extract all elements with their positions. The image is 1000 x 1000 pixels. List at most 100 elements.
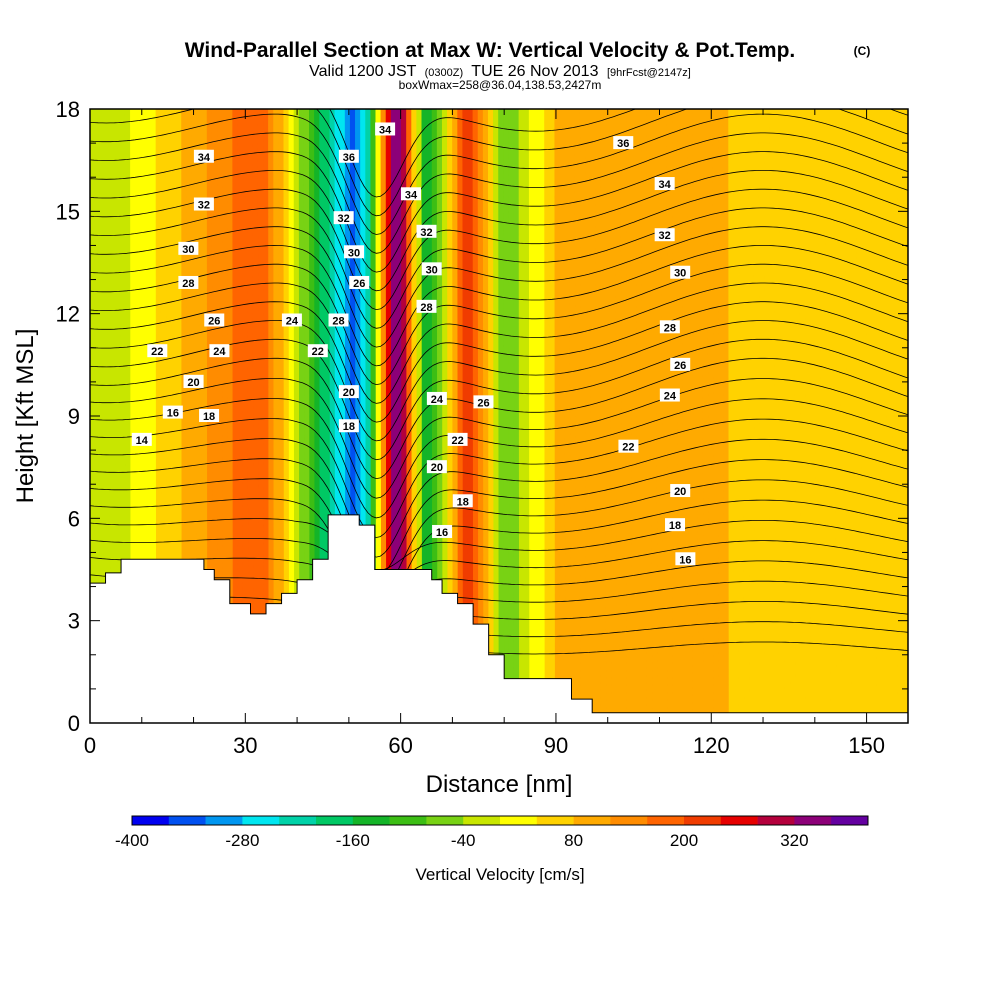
theta-contour-label-text: 34 bbox=[198, 152, 211, 164]
theta-contour-label: 24 bbox=[426, 391, 447, 406]
w-band bbox=[697, 109, 704, 723]
w-band bbox=[774, 109, 781, 723]
theta-contour-label: 18 bbox=[199, 409, 220, 423]
theta-contour-label: 20 bbox=[670, 484, 691, 498]
theta-contour-label: 20 bbox=[338, 385, 359, 399]
w-band bbox=[441, 109, 449, 723]
theta-contour-label: 30 bbox=[344, 245, 365, 259]
theta-contour-label-text: 22 bbox=[451, 435, 463, 447]
theta-contour-label-text: 36 bbox=[343, 152, 355, 164]
theta-contour-label: 28 bbox=[659, 320, 680, 334]
w-band bbox=[743, 109, 750, 723]
w-band bbox=[518, 109, 525, 723]
theta-contour-label: 22 bbox=[147, 344, 168, 358]
theta-contour bbox=[90, 132, 908, 254]
theta-contour-label: 16 bbox=[432, 524, 453, 539]
colorbar-tick-label: 320 bbox=[780, 831, 808, 850]
w-band bbox=[252, 109, 260, 723]
theta-contour bbox=[90, 478, 908, 597]
w-band bbox=[247, 109, 254, 723]
y-tick-label: 6 bbox=[68, 506, 80, 531]
w-band bbox=[268, 109, 275, 723]
theta-contour-label: 14 bbox=[131, 432, 152, 447]
w-band bbox=[605, 109, 612, 723]
w-band bbox=[452, 109, 459, 723]
w-band bbox=[467, 109, 474, 723]
w-band bbox=[825, 109, 832, 723]
w-band bbox=[559, 109, 566, 723]
theta-contour-label: 32 bbox=[654, 228, 675, 242]
theta-contour-label: 22 bbox=[307, 344, 328, 358]
theta-contour-label-text: 32 bbox=[659, 230, 671, 242]
theta-contour-label: 34 bbox=[654, 177, 675, 191]
theta-contour-label-text: 24 bbox=[286, 315, 299, 327]
theta-contour-label: 26 bbox=[473, 395, 494, 409]
theta-contour-label: 24 bbox=[659, 388, 680, 403]
theta-contour-label: 22 bbox=[618, 439, 639, 454]
theta-contour bbox=[90, 378, 908, 499]
theta-contour-label-text: 18 bbox=[457, 496, 469, 508]
w-band bbox=[881, 109, 888, 723]
w-band bbox=[237, 109, 244, 723]
w-band bbox=[871, 109, 878, 723]
w-band bbox=[738, 109, 745, 723]
theta-contour-label: 24 bbox=[281, 313, 302, 327]
w-band bbox=[718, 109, 725, 723]
w-band bbox=[257, 109, 265, 723]
w-band bbox=[753, 109, 761, 723]
theta-contour-label: 18 bbox=[452, 494, 473, 508]
theta-contour bbox=[90, 301, 908, 423]
colorbar: -400 -280 -160 -40 80 200 320 bbox=[115, 815, 869, 850]
w-band bbox=[641, 109, 648, 723]
w-band bbox=[477, 109, 484, 723]
colorbar-swatch bbox=[647, 816, 685, 825]
theta-contour-label-text: 26 bbox=[477, 397, 489, 409]
theta-contour-label-text: 18 bbox=[203, 411, 215, 423]
w-band bbox=[447, 109, 454, 723]
theta-contour-label: 32 bbox=[416, 224, 437, 239]
w-band bbox=[723, 109, 730, 723]
w-band bbox=[493, 109, 500, 723]
w-band bbox=[615, 109, 623, 723]
theta-contour-label: 28 bbox=[178, 275, 199, 290]
theta-contour-label: 28 bbox=[328, 313, 349, 327]
theta-contour bbox=[90, 357, 908, 480]
w-band bbox=[539, 109, 546, 723]
w-band bbox=[646, 109, 653, 723]
theta-contour bbox=[90, 538, 908, 591]
w-band bbox=[677, 109, 684, 723]
theta-contour-label-text: 16 bbox=[679, 554, 691, 566]
theta-contour-label: 36 bbox=[613, 136, 634, 150]
theta-contour-label-text: 22 bbox=[622, 442, 634, 454]
theta-contour bbox=[90, 398, 908, 519]
chart-subtitle-2: boxWmax=258@36.04,138.53,2427m bbox=[399, 78, 602, 92]
colorbar-swatch bbox=[132, 816, 170, 825]
colorbar-swatch bbox=[352, 816, 390, 825]
y-tick-label: 9 bbox=[68, 404, 80, 429]
theta-contour-label: 32 bbox=[333, 211, 354, 225]
theta-contour-label: 30 bbox=[178, 241, 199, 256]
theta-contour bbox=[90, 109, 908, 217]
w-band bbox=[533, 109, 541, 723]
w-band bbox=[278, 109, 285, 723]
w-band bbox=[830, 109, 837, 723]
x-tick-label: 120 bbox=[693, 733, 730, 758]
theta-contour bbox=[90, 438, 908, 558]
theta-contour bbox=[90, 557, 908, 610]
theta-contour-label: 20 bbox=[426, 460, 447, 474]
colorbar-label: Vertical Velocity [cm/s] bbox=[415, 865, 584, 884]
theta-contour bbox=[90, 207, 908, 329]
colorbar-tick-label: -160 bbox=[336, 831, 370, 850]
x-axis: 0 30 60 90 120 150 bbox=[84, 109, 885, 758]
theta-contour bbox=[90, 574, 908, 630]
theta-contour-label-text: 30 bbox=[348, 247, 360, 259]
w-band bbox=[861, 109, 868, 723]
theta-contour-label-text: 34 bbox=[659, 179, 672, 191]
theta-contour-label: 18 bbox=[665, 518, 686, 532]
w-band bbox=[799, 109, 807, 723]
w-band bbox=[585, 109, 592, 723]
theta-contour-label: 36 bbox=[338, 149, 359, 164]
plot-area: 34 32 30 28 26 22 24 20 16 14 24 22 20 18 36 34 32 30 26 28… bbox=[90, 109, 908, 723]
w-band bbox=[544, 109, 551, 723]
